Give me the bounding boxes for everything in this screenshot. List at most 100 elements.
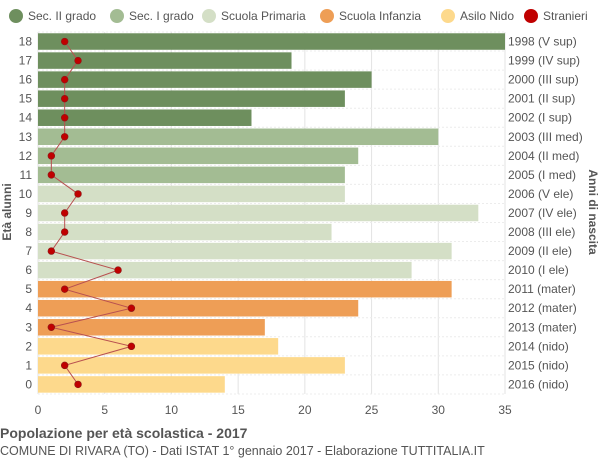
x-tick-label: 35 [498,403,512,417]
bar [38,109,252,126]
bar [38,357,345,374]
chart-title: Popolazione per età scolastica - 2017 [0,425,248,441]
bar [38,71,372,88]
legend-swatch [441,9,455,23]
y-tick-label: 15 [19,92,33,106]
stranieri-point [74,190,82,198]
stranieri-point [60,75,69,84]
bar [38,299,359,317]
y-axis-title-right: Anni di nascita [586,169,600,255]
stranieri-point [60,361,69,370]
x-tick-label: 0 [35,403,42,417]
bar [38,376,225,393]
y-tick-label: 14 [19,111,33,125]
bar [38,33,505,50]
legend-label: Asilo Nido [460,9,514,23]
bar [38,242,452,260]
y-axis-title: Età alunni [0,183,14,240]
y-tick-label: 9 [25,206,32,220]
bar [38,338,279,355]
y-tick-label: 7 [25,244,32,258]
legend-swatch [320,9,334,23]
y-tick-label-right: 2005 (I med) [508,168,576,182]
stranieri-point [127,342,136,351]
y-tick-label-right: 1999 (IV sup) [508,54,580,68]
y-tick-label-right: 2008 (III ele) [508,225,575,239]
stranieri-point [74,380,82,389]
chart-ticks: 18 1998 (V sup) 17 1999 (IV sup) 16 2000 (III… [19,35,583,417]
stranieri-point [60,228,69,236]
x-tick-label: 30 [432,403,446,417]
stranieri-point [114,266,122,274]
y-tick-label-right: 1998 (V sup) [508,35,577,49]
stranieri-point [47,247,56,255]
y-tick-label-right: 2003 (III med) [508,130,583,144]
chart-grid [37,31,506,395]
y-tick-label: 13 [19,130,33,144]
bar [38,204,479,222]
stranieri-point [60,285,69,293]
stranieri-point [47,323,56,331]
y-tick-label-right: 2011 (mater) [508,282,576,296]
bar [38,261,412,279]
y-tick-label: 12 [19,149,33,163]
y-tick-label: 17 [19,54,33,68]
chart-subtitle: COMUNE DI RIVARA (TO) - Dati ISTAT 1° ge… [0,444,485,458]
y-tick-label: 3 [25,320,32,334]
x-tick-label: 15 [231,403,245,417]
x-tick-label: 10 [165,403,179,417]
legend-item: Sec. I grado [110,9,194,23]
legend-item: Stranieri [524,9,588,23]
y-tick-label: 16 [19,73,33,87]
stranieri-point [47,152,56,160]
y-tick-label-right: 2000 (III sup) [508,73,579,87]
legend-swatch [202,9,216,23]
y-tick-label-right: 2001 (II sup) [508,92,575,106]
legend-swatch [110,9,124,23]
stranieri-point [60,133,69,141]
bar [38,280,452,298]
x-tick-label: 25 [365,403,379,417]
stranieri-point [60,114,69,122]
y-tick-label-right: 2009 (II ele) [508,244,572,258]
bar [38,90,345,107]
y-tick-label: 4 [25,301,32,315]
stranieri-point [47,171,56,179]
legend-swatch [524,9,538,23]
y-tick-label-right: 2016 (nido) [508,377,569,391]
chart-bars [38,33,505,393]
legend-item: Asilo Nido [441,9,514,23]
y-tick-label: 2 [25,339,32,353]
y-tick-label-right: 2004 (II med) [508,149,579,163]
y-tick-label-right: 2013 (mater) [508,320,577,334]
y-tick-label-right: 2014 (nido) [508,339,569,353]
legend-label: Scuola Primaria [221,9,306,23]
y-tick-label: 10 [19,187,33,201]
bar [38,128,439,146]
bar [38,223,332,241]
stranieri-point [60,37,69,46]
legend-label: Scuola Infanzia [339,9,421,23]
y-tick-label-right: 2015 (nido) [508,358,569,372]
legend-swatch [9,9,23,23]
legend-label: Sec. II grado [28,9,96,23]
y-tick-label: 8 [25,225,32,239]
legend-item: Scuola Infanzia [320,9,421,23]
y-tick-label: 6 [25,263,32,277]
y-tick-label-right: 2007 (IV ele) [508,206,577,220]
stranieri-point [60,209,69,217]
stranieri-point [74,56,82,65]
legend-item: Sec. II grado [9,9,96,23]
x-tick-label: 5 [101,403,108,417]
bar [38,319,265,336]
y-tick-label-right: 2002 (I sup) [508,111,572,125]
stranieri-series [47,37,136,389]
bar [38,147,359,165]
y-tick-label: 5 [25,282,32,296]
y-tick-label: 18 [19,35,33,49]
stranieri-point [127,304,136,312]
y-tick-label: 11 [20,168,33,182]
legend-item: Scuola Primaria [202,9,306,23]
bar [38,185,345,203]
